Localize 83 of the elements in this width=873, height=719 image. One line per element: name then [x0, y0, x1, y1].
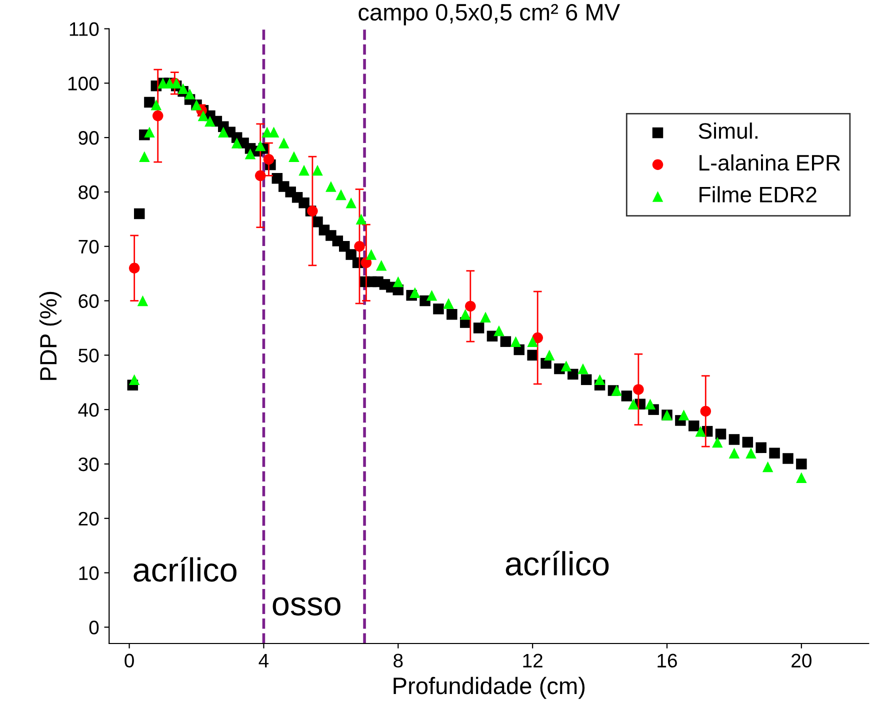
point	[139, 151, 150, 162]
point	[460, 308, 471, 320]
point	[278, 138, 290, 148]
point	[326, 181, 336, 192]
y-tick-label: 60	[78, 294, 99, 308]
point	[184, 88, 196, 100]
x-tick-label: 4	[258, 654, 269, 668]
point	[560, 360, 572, 372]
point	[712, 436, 723, 448]
y-tick-label: 90	[78, 131, 99, 145]
x-tick-label: 20	[792, 654, 812, 668]
point	[678, 410, 690, 420]
x-tick-label: 16	[658, 654, 677, 668]
point	[152, 110, 164, 122]
x-tick-label: 0	[124, 654, 134, 668]
point	[480, 312, 491, 322]
point	[532, 332, 543, 344]
point	[128, 262, 140, 274]
annotation: acrílico	[134, 556, 236, 582]
point	[288, 151, 300, 162]
point	[150, 100, 162, 110]
legend-label: Simul.	[698, 122, 758, 139]
point	[611, 385, 622, 396]
point	[312, 164, 323, 176]
point	[218, 126, 229, 138]
point	[263, 154, 274, 165]
point	[392, 276, 404, 288]
y-tick-label: 110	[70, 22, 99, 36]
x-axis-title: Profundidade (cm)	[394, 676, 585, 699]
point	[644, 398, 656, 410]
y-axis-title: PDP (%)	[39, 292, 62, 380]
point	[594, 374, 606, 386]
point	[443, 298, 454, 309]
point	[356, 214, 367, 225]
point	[746, 448, 756, 458]
point	[144, 126, 155, 138]
point	[254, 170, 266, 182]
legend-label: Filme EDR2	[700, 186, 816, 203]
point	[426, 290, 438, 301]
point	[527, 336, 538, 347]
point	[137, 295, 148, 306]
point	[465, 300, 476, 312]
y-tick-label: 100	[68, 76, 99, 90]
point	[376, 260, 387, 271]
point	[128, 374, 140, 386]
point	[695, 426, 706, 437]
point	[510, 336, 522, 347]
point	[178, 83, 188, 94]
x-tick-label: 12	[523, 654, 542, 668]
point	[700, 406, 712, 417]
annotation: acrílico	[506, 550, 609, 576]
point	[354, 240, 365, 252]
y-tick-label: 10	[79, 566, 99, 580]
point	[204, 116, 216, 127]
point	[494, 325, 504, 336]
point	[728, 448, 740, 458]
chart-title: campo 0,5x0,5 cm² 6 MV	[358, 4, 620, 26]
point	[346, 197, 356, 208]
point	[231, 138, 242, 148]
y-tick-label: 40	[78, 403, 99, 417]
point	[796, 472, 807, 483]
point	[410, 287, 420, 298]
point	[762, 461, 774, 472]
x-tick-label: 8	[394, 654, 403, 668]
y-tick-label: 80	[78, 185, 99, 200]
point	[628, 398, 639, 410]
point	[254, 140, 266, 152]
point	[198, 110, 209, 122]
annotation: osso	[272, 597, 340, 616]
point	[360, 257, 372, 268]
point	[336, 189, 346, 200]
y-tick-label: 50	[78, 348, 99, 362]
y-tick-label: 0	[89, 620, 99, 634]
point	[366, 249, 377, 260]
legend-label: L-alanina EPR	[700, 154, 840, 171]
y-tick-label: 70	[78, 240, 99, 254]
point	[544, 350, 555, 361]
point	[244, 148, 256, 160]
y-tick-label: 30	[78, 457, 99, 472]
y-tick-label: 20	[78, 512, 99, 526]
point	[633, 384, 644, 395]
point	[298, 164, 310, 176]
point	[578, 363, 588, 374]
